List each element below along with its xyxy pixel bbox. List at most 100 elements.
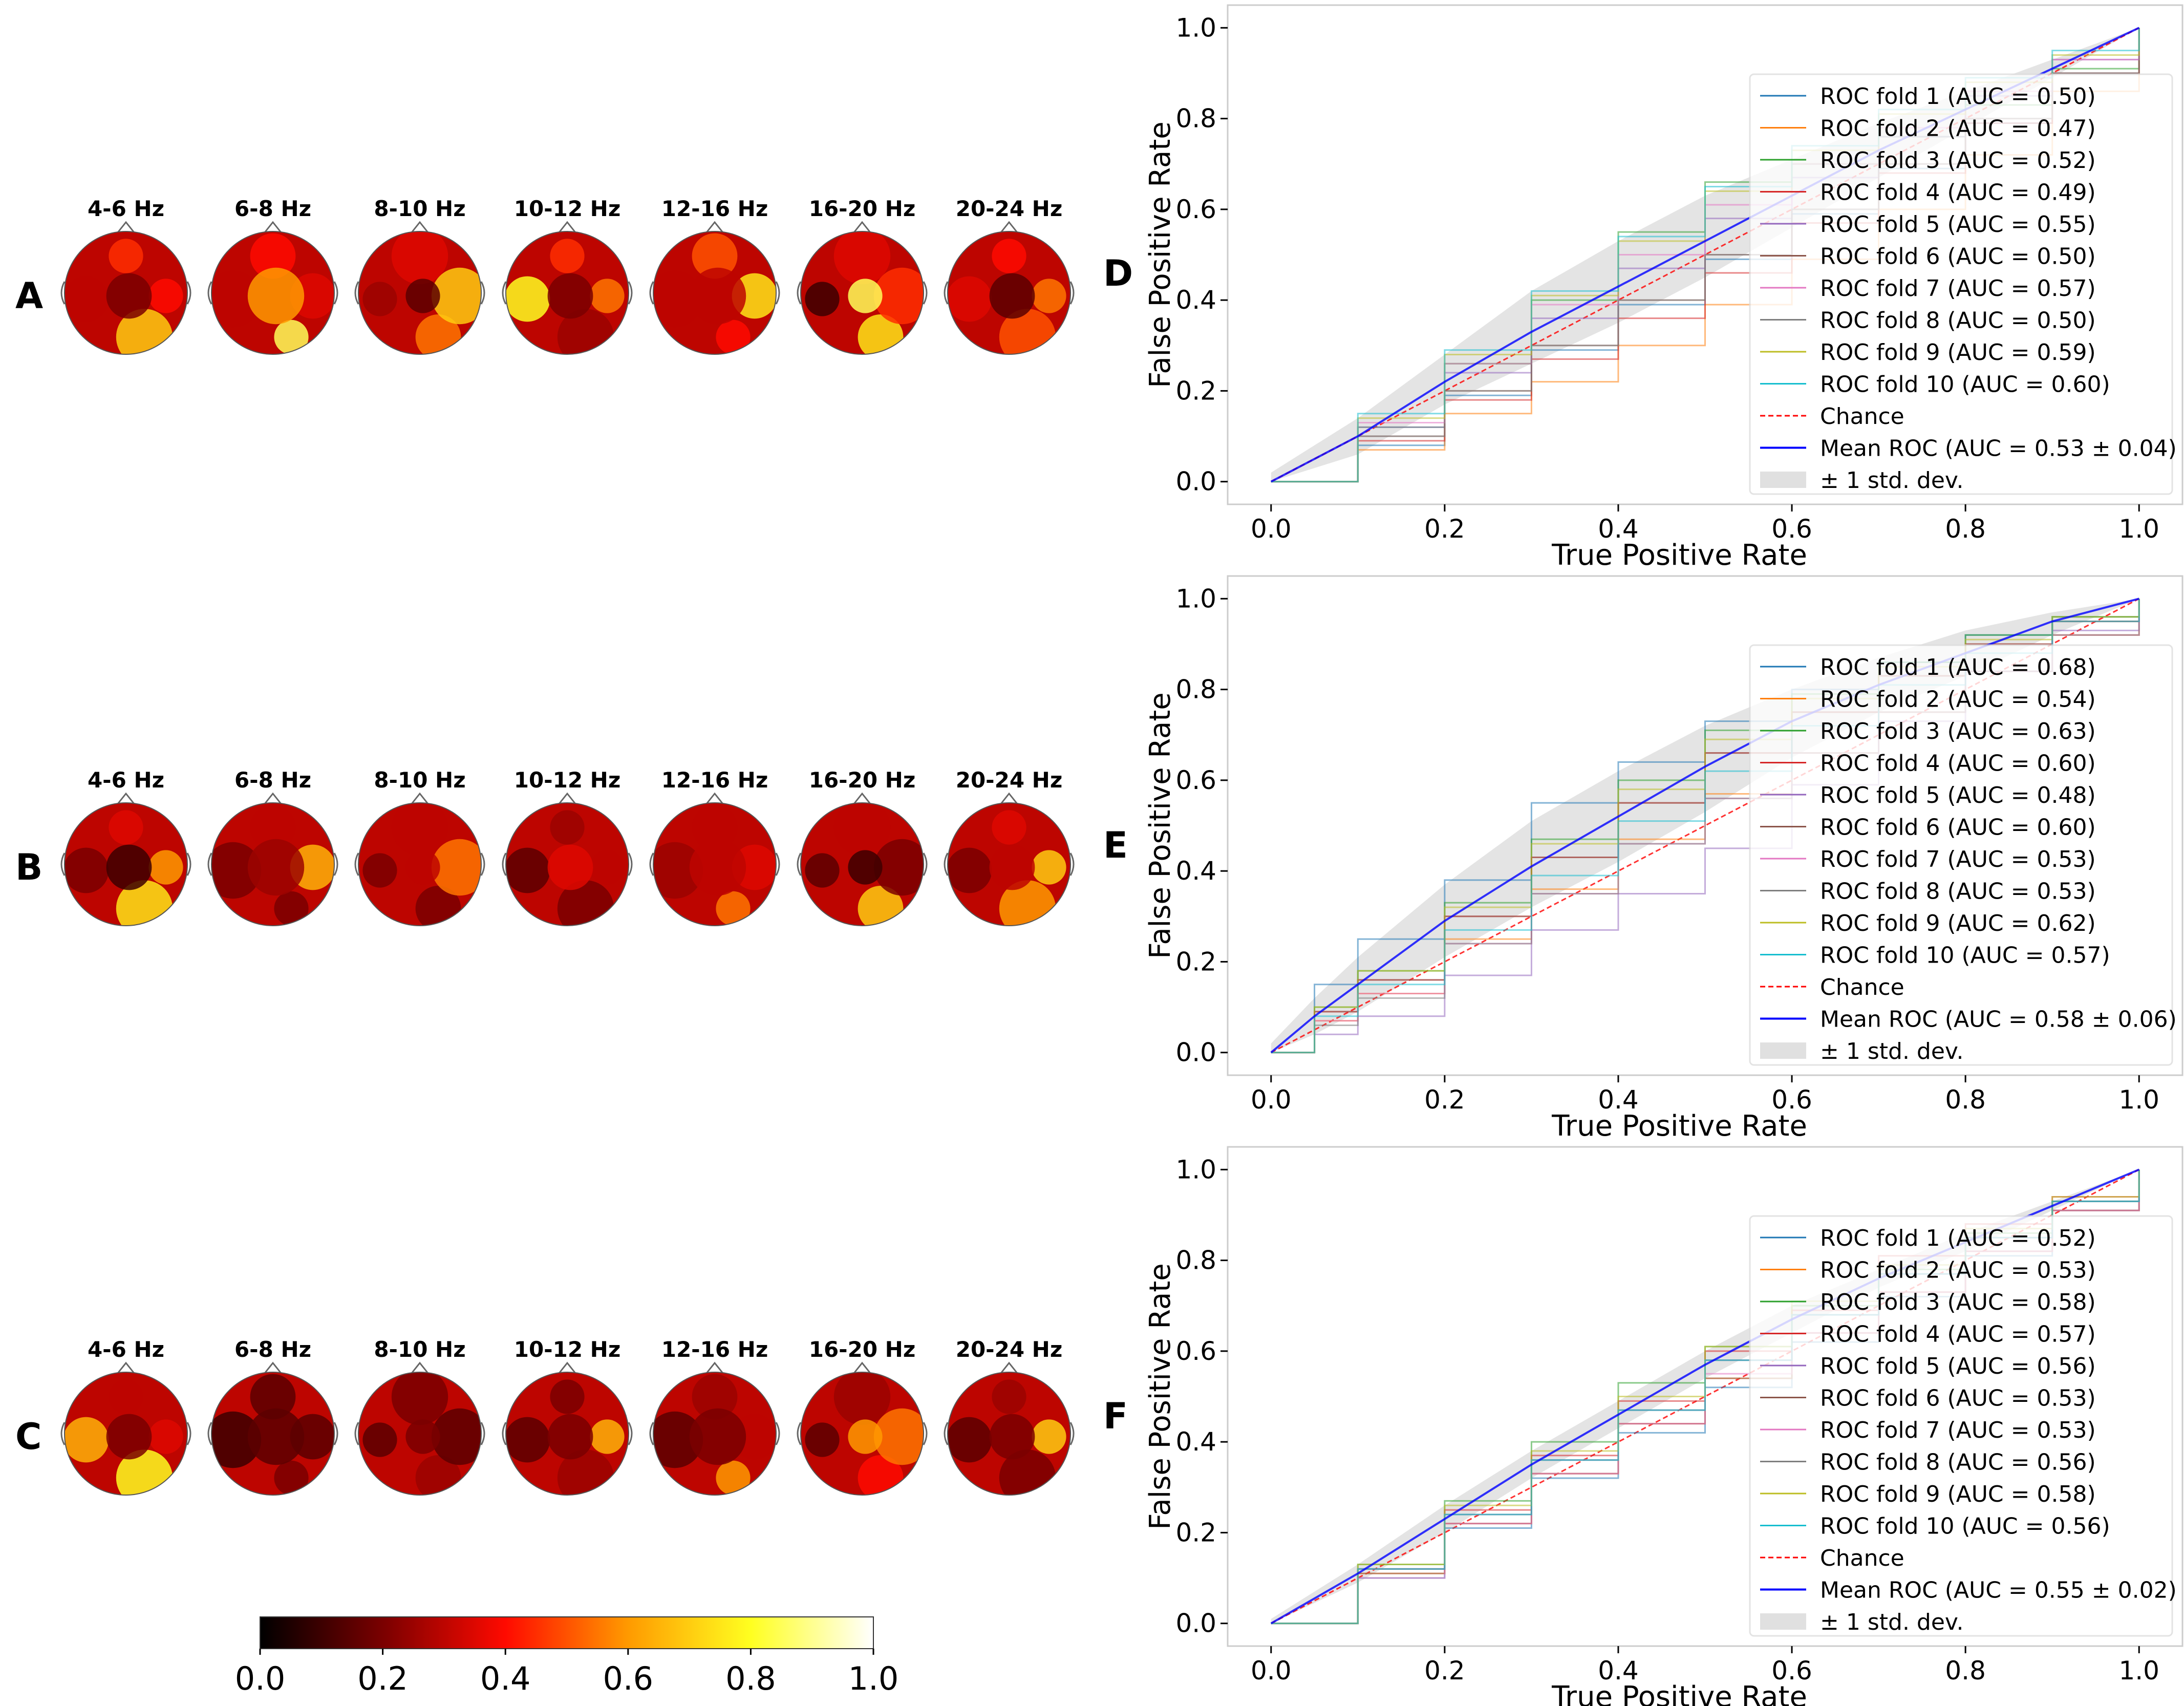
legend-entry: ROC fold 10 (AUC = 0.60) (1760, 372, 2110, 398)
topomap-blob (65, 1417, 109, 1463)
legend-label: ROC fold 4 (AUC = 0.49) (1820, 180, 2096, 206)
x-tick-label: 1.0 (2118, 1656, 2159, 1686)
topomap-blob (692, 233, 738, 279)
legend-entry: ROC fold 10 (AUC = 0.56) (1760, 1513, 2110, 1540)
band-title: 4-6 Hz (88, 1337, 164, 1362)
topomap-blob (716, 1460, 751, 1495)
colorbar: 0.0 0.2 0.4 0.6 0.8 1.0 (235, 1616, 898, 1697)
roc-panels: D 0.0 0.2 0.4 0.6 0.8 1.0 0.0 0.2 0.4 0.6 0.8 1.0 Tru… (1103, 4, 2183, 1706)
topomap-blob (431, 1408, 481, 1465)
topomap-blob (391, 231, 448, 285)
topomap-blob (989, 844, 1035, 890)
topomap-blob (873, 267, 924, 325)
topomap-blob (848, 850, 883, 885)
topomap-blob (547, 844, 593, 890)
topomap-blob (833, 231, 891, 285)
legend-entry: Mean ROC (AUC = 0.55 ± 0.02) (1760, 1577, 2177, 1604)
head-outline (947, 1372, 1071, 1496)
band-title: 6-8 Hz (234, 1337, 311, 1362)
x-tick-label: 0.0 (1251, 514, 1292, 544)
topomap-grid: A 4-6 Hz 6-8 Hz 8-10 Hz 10-12 Hz 12-16 Hz 16-2… (15, 196, 1075, 1496)
legend-entry: ROC fold 3 (AUC = 0.52) (1760, 147, 2096, 174)
x-tick-label: 1.0 (2118, 1085, 2159, 1115)
ear-left (354, 852, 359, 876)
x-tick-label: 0.2 (1424, 1085, 1465, 1115)
band-title: 12-16 Hz (661, 196, 768, 221)
ear-right (333, 281, 338, 305)
ear-right (186, 1422, 191, 1445)
topomap-blob (109, 810, 143, 845)
nose (411, 221, 429, 233)
topomap-blob (506, 1417, 550, 1463)
legend-entry: Mean ROC (AUC = 0.53 ± 0.04) (1760, 436, 2177, 462)
legend-swatch (1760, 1042, 1806, 1059)
y-tick-label: 0.8 (1175, 675, 1216, 705)
head-outline (653, 802, 777, 926)
panel-letter-d: D (1103, 252, 1133, 294)
nose (853, 221, 871, 233)
legend-entry: ROC fold 9 (AUC = 0.62) (1760, 910, 2096, 936)
topomap-blob (716, 891, 751, 926)
legend-label: Mean ROC (AUC = 0.58 ± 0.06) (1820, 1007, 2177, 1033)
legend-label: ROC fold 1 (AUC = 0.52) (1820, 1225, 2096, 1251)
legend-label: ROC fold 9 (AUC = 0.59) (1820, 339, 2096, 366)
topomap-blob (274, 1460, 309, 1495)
legend-label: ROC fold 3 (AUC = 0.52) (1820, 147, 2096, 174)
band-title: 4-6 Hz (88, 196, 164, 221)
y-tick-label: 0.4 (1175, 1427, 1216, 1457)
nose (558, 792, 576, 804)
band-title: 6-8 Hz (234, 196, 311, 221)
x-axis-label: True Positive Rate (1551, 1110, 1807, 1143)
legend-label: ROC fold 7 (AUC = 0.57) (1820, 275, 2096, 302)
band-title: 10-12 Hz (514, 1337, 621, 1362)
head-outline (653, 1372, 777, 1496)
legend-label: ROC fold 4 (AUC = 0.57) (1820, 1321, 2096, 1348)
legend-entry: ROC fold 1 (AUC = 0.50) (1760, 83, 2096, 110)
topomap-blob (405, 1419, 440, 1454)
x-axis-label: True Positive Rate (1551, 1680, 1807, 1706)
ear-right (480, 281, 485, 305)
nose (1000, 1361, 1018, 1374)
topomap-blob (211, 1411, 262, 1468)
ear-right (186, 852, 191, 876)
ear-left (649, 281, 654, 305)
legend: ROC fold 1 (AUC = 0.52) ROC fold 2 (AUC =… (1749, 1215, 2177, 1637)
legend-entry: ROC fold 7 (AUC = 0.53) (1760, 846, 2096, 872)
nose (117, 221, 135, 233)
colorbar-tick-label: 0.0 (235, 1660, 286, 1697)
ear-left (354, 281, 359, 305)
ear-right (628, 1422, 633, 1445)
topomap-c-7: 20-24 Hz (944, 1337, 1075, 1496)
ear-right (1069, 281, 1075, 305)
ear-left (207, 852, 212, 876)
topomap-blob (992, 239, 1026, 273)
ear-right (923, 1422, 928, 1445)
legend-entry: ROC fold 9 (AUC = 0.59) (1760, 339, 2096, 366)
x-tick-label: 0.4 (1598, 1656, 1639, 1686)
nose (1000, 792, 1018, 804)
x-tick-label: 0.8 (1945, 1656, 1986, 1686)
colorbar-tick-label: 0.6 (603, 1660, 653, 1697)
legend-label: ROC fold 9 (AUC = 0.62) (1820, 910, 2096, 936)
band-title: 12-16 Hz (661, 767, 768, 793)
legend-entry: ROC fold 6 (AUC = 0.53) (1760, 1385, 2096, 1412)
head-outline (505, 802, 629, 926)
band-title: 20-24 Hz (956, 1337, 1063, 1362)
legend-entry: ROC fold 6 (AUC = 0.50) (1760, 244, 2096, 270)
legend-entry: ROC fold 10 (AUC = 0.57) (1760, 943, 2110, 969)
topomap-blob (653, 842, 703, 899)
legend-entry: ROC fold 4 (AUC = 0.57) (1760, 1321, 2096, 1348)
topomap-blob (948, 276, 992, 322)
legend-entry: ± 1 std. dev. (1760, 1609, 1964, 1635)
topomap-blob (948, 847, 992, 893)
topomap-blob (250, 804, 296, 850)
band-title: 20-24 Hz (956, 196, 1063, 221)
legend-label: ROC fold 9 (AUC = 0.58) (1820, 1481, 2096, 1507)
topomap-c-4: 10-12 Hz (502, 1337, 633, 1496)
y-tick-label: 1.0 (1175, 584, 1216, 613)
topomap-a-2: 6-8 Hz (207, 196, 338, 355)
topomap-c-2: 6-8 Hz (207, 1337, 338, 1496)
y-tick-label: 0.0 (1175, 467, 1216, 497)
ear-left (60, 281, 66, 305)
topomap-blob (805, 282, 840, 316)
